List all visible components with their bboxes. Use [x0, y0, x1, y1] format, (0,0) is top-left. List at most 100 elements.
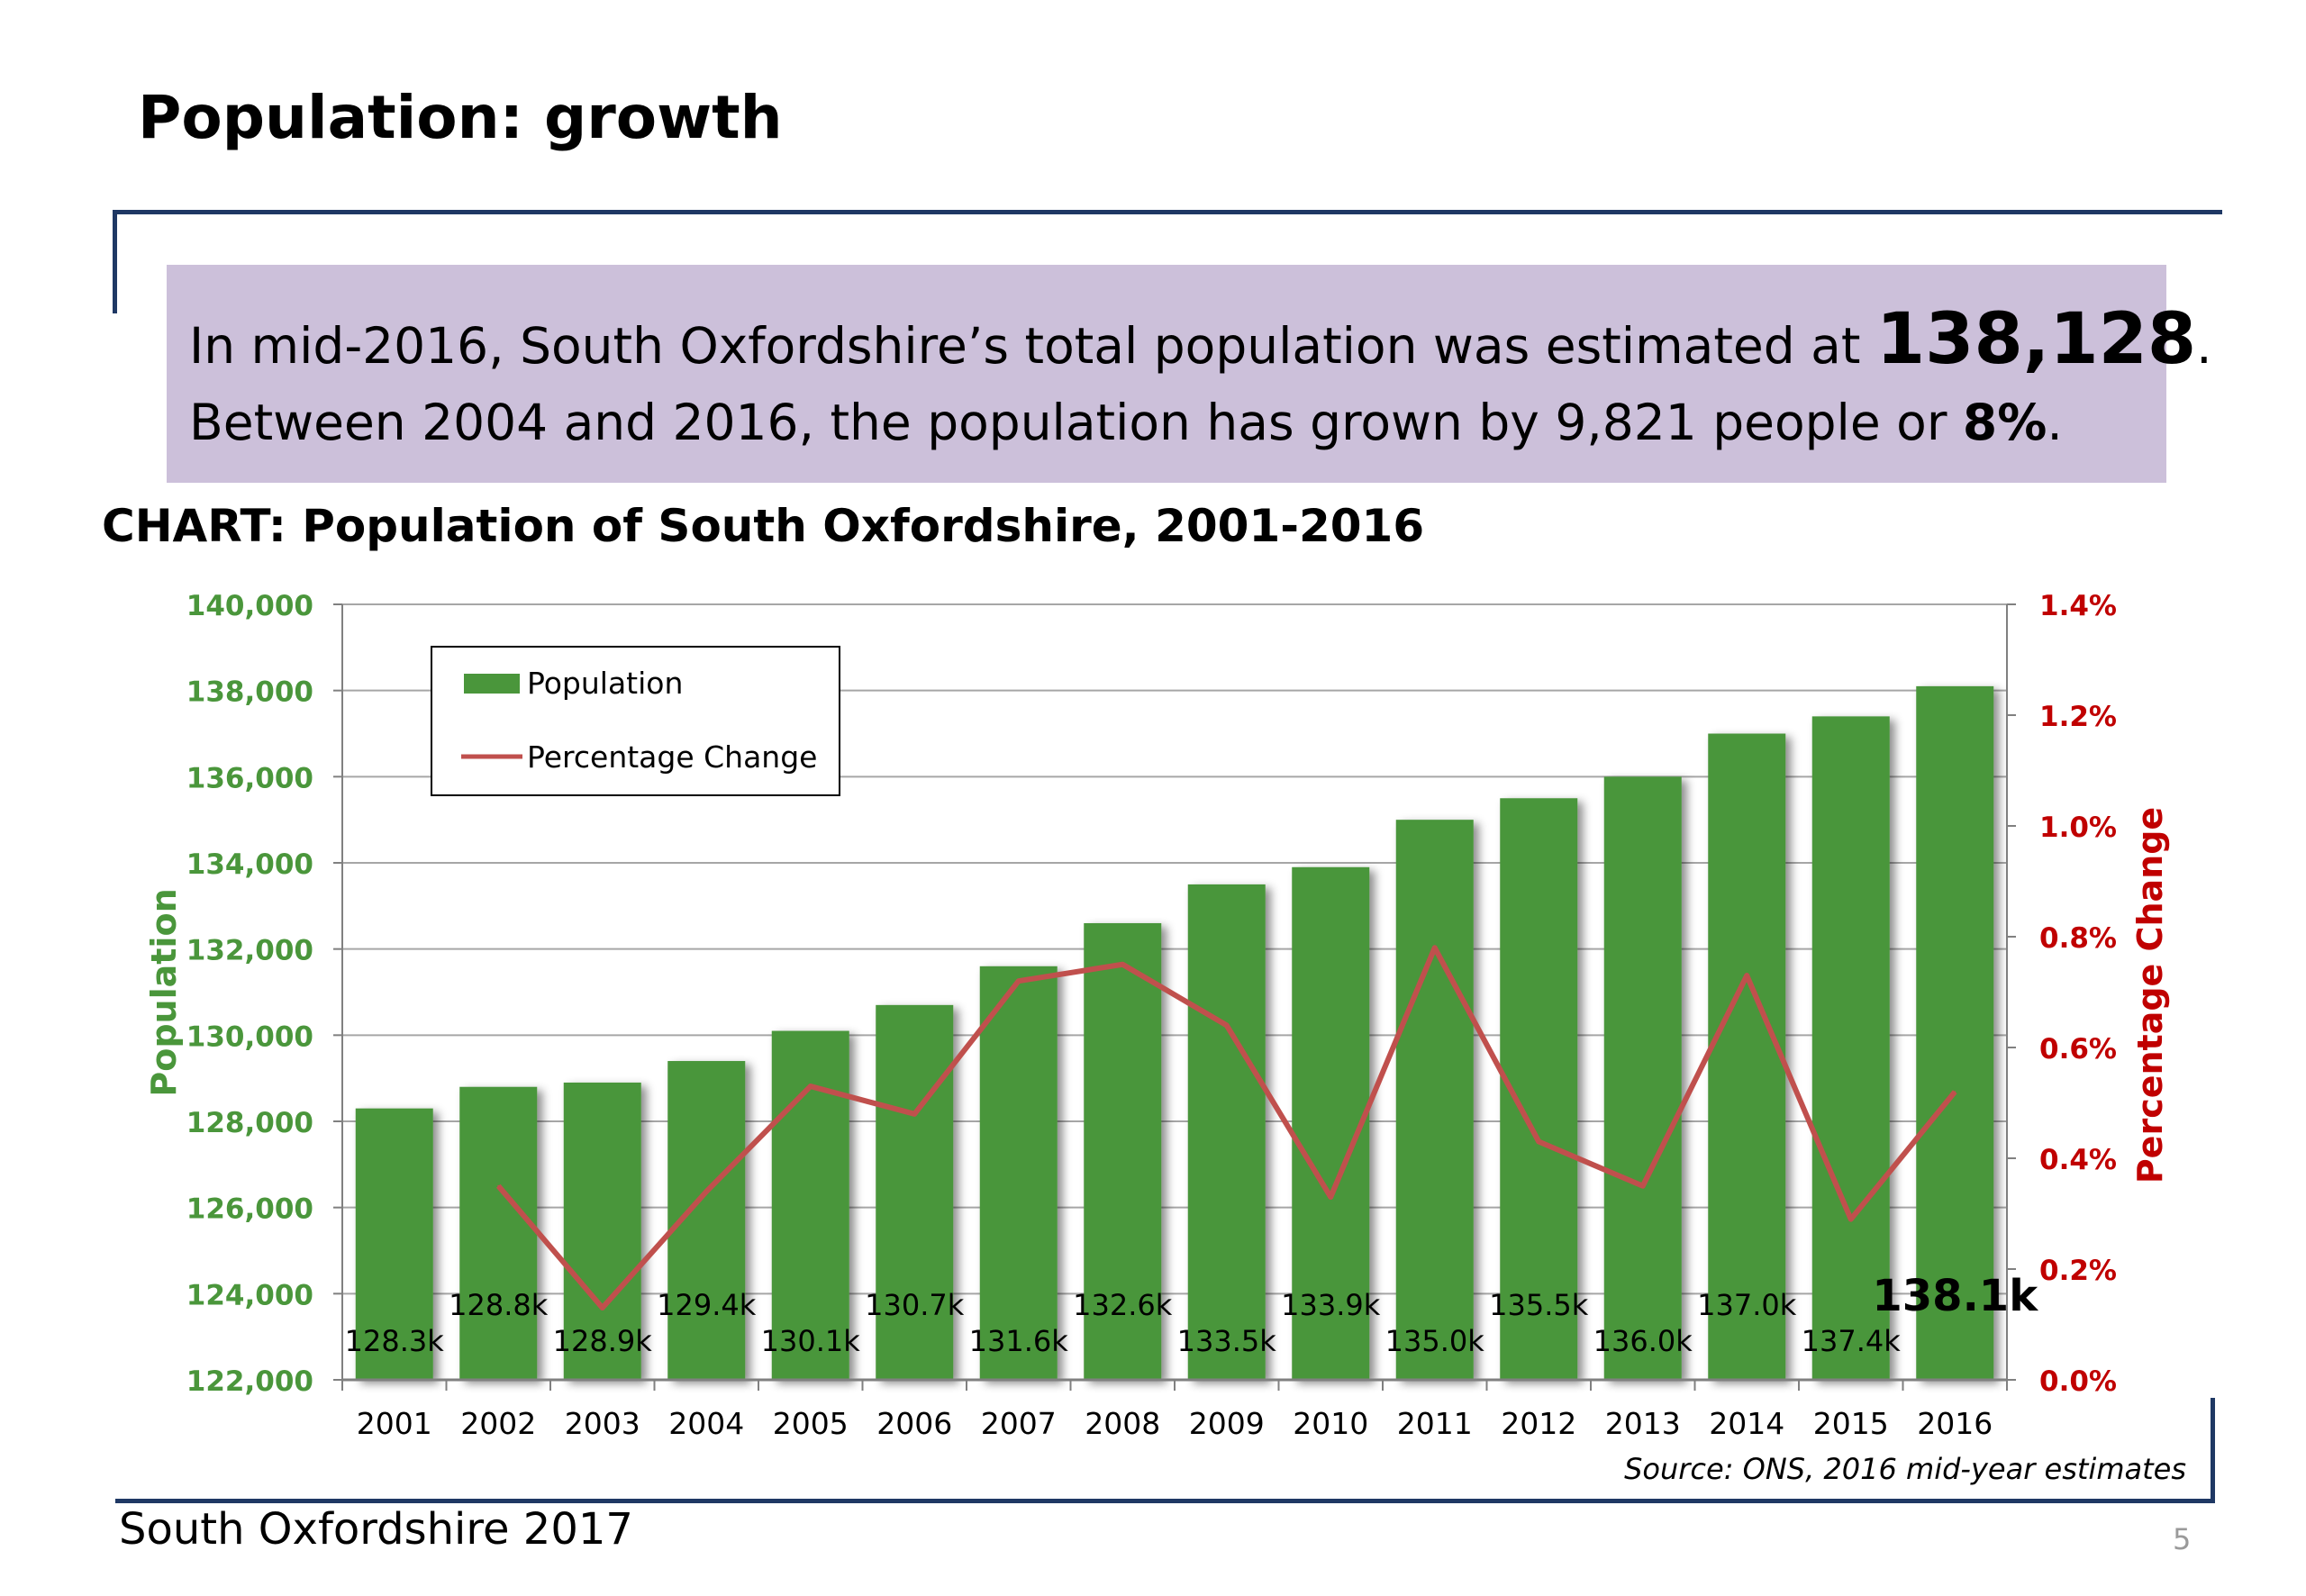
percentage-change-point — [1849, 1218, 1852, 1220]
legend-population-swatch — [464, 674, 520, 694]
left-rule — [113, 210, 117, 313]
y-tick-label: 128,000 — [186, 1107, 313, 1139]
population-bar — [1084, 922, 1162, 1380]
x-tick-label: 2012 — [1501, 1406, 1576, 1441]
percentage-change-point — [1538, 1140, 1540, 1143]
x-tick-label: 2011 — [1397, 1406, 1473, 1441]
population-bar — [459, 1086, 538, 1380]
bar-data-label: 137.4k — [1802, 1324, 1902, 1358]
bar-data-label: 128.8k — [449, 1288, 549, 1322]
bar-data-label: 135.5k — [1489, 1288, 1589, 1322]
y-tick-label: 134,000 — [186, 848, 313, 881]
legend-line-label: Percentage Change — [527, 739, 817, 775]
population-bar — [876, 1004, 954, 1380]
x-tick-label: 2003 — [565, 1406, 640, 1441]
percentage-change-point — [809, 1085, 812, 1088]
percentage-change-point — [1433, 947, 1436, 949]
summary-line-2-text: Between 2004 and 2016, the population ha… — [189, 394, 1963, 451]
x-tick-label: 2008 — [1085, 1406, 1160, 1441]
summary-line-1-text: In mid-2016, South Oxfordshire’s total p… — [189, 317, 1876, 375]
y-tick-label: 130,000 — [186, 1020, 313, 1053]
x-tick-label: 2013 — [1605, 1406, 1681, 1441]
bar-data-label: 132.6k — [1073, 1288, 1173, 1322]
y2-tick-label: 0.4% — [2039, 1144, 2117, 1176]
percentage-change-point — [1746, 975, 1748, 977]
footer-text: South Oxfordshire 2017 — [119, 1504, 633, 1555]
y2-tick-label: 0.6% — [2039, 1033, 2117, 1066]
y-tick-label: 126,000 — [186, 1193, 313, 1226]
bar-data-label: 131.6k — [969, 1324, 1069, 1358]
legend-population-label: Population — [527, 666, 683, 701]
population-bar — [563, 1082, 641, 1380]
source-note: Source: ONS, 2016 mid-year estimates — [1624, 1452, 2186, 1486]
bar-data-label: 136.0k — [1593, 1324, 1693, 1358]
population-bar — [1187, 884, 1266, 1380]
legend-box — [431, 646, 840, 796]
y-tick-label: 138,000 — [186, 676, 313, 709]
y-axis-title: Population — [144, 888, 184, 1096]
x-tick-label: 2005 — [773, 1406, 849, 1441]
top-rule — [113, 210, 2222, 214]
x-tick-label: 2001 — [357, 1406, 432, 1441]
y-tick-label: 140,000 — [186, 590, 313, 622]
growth-percent-figure: 8% — [1962, 394, 2047, 451]
x-tick-label: 2004 — [668, 1406, 744, 1441]
percentage-change-point — [601, 1307, 604, 1310]
summary-line-2-end: . — [2047, 394, 2063, 451]
x-tick-label: 2006 — [876, 1406, 952, 1441]
bar-data-label: 130.7k — [865, 1288, 965, 1322]
population-bar — [1708, 733, 1786, 1380]
bar-data-label: 138.1k — [1872, 1271, 2038, 1321]
total-population-figure: 138,128 — [1875, 299, 2197, 380]
population-bar — [1916, 685, 1994, 1380]
percentage-change-point — [1954, 1091, 1956, 1093]
percentage-change-point — [1225, 1024, 1228, 1027]
y-tick-label: 122,000 — [186, 1365, 313, 1398]
chart-heading: CHART: Population of South Oxfordshire, … — [102, 500, 1425, 552]
bar-data-label: 128.3k — [345, 1324, 445, 1358]
y2-tick-label: 0.0% — [2039, 1365, 2117, 1398]
y2-tick-label: 1.4% — [2039, 590, 2117, 622]
percentage-change-point — [705, 1190, 708, 1192]
population-bar — [1811, 716, 1890, 1380]
y2-tick-label: 0.8% — [2039, 922, 2117, 955]
y-tick-label: 136,000 — [186, 762, 313, 794]
x-tick-label: 2010 — [1293, 1406, 1368, 1441]
x-tick-label: 2007 — [981, 1406, 1057, 1441]
summary-line-2: Between 2004 and 2016, the population ha… — [189, 394, 2063, 451]
population-bar — [979, 966, 1058, 1380]
x-tick-label: 2014 — [1709, 1406, 1784, 1441]
bar-data-label: 128.9k — [553, 1324, 653, 1358]
x-tick-label: 2016 — [1917, 1406, 1993, 1441]
y2-tick-label: 0.2% — [2039, 1255, 2117, 1287]
x-tick-label: 2015 — [1813, 1406, 1889, 1441]
bar-data-label: 133.9k — [1281, 1288, 1381, 1322]
bar-data-label: 130.1k — [761, 1324, 861, 1358]
population-bar — [1603, 776, 1682, 1380]
population-bar — [1292, 866, 1370, 1380]
bar-data-label: 129.4k — [657, 1288, 757, 1322]
page-number: 5 — [2173, 1522, 2192, 1556]
y-tick-label: 124,000 — [186, 1279, 313, 1311]
y2-axis-title: Percentage Change — [2130, 807, 2170, 1183]
percentage-change-point — [913, 1112, 916, 1115]
population-bar — [355, 1108, 433, 1380]
percentage-change-point — [1641, 1184, 1644, 1187]
slide-title: Population: growth — [138, 83, 783, 152]
bar-data-label: 137.0k — [1697, 1288, 1797, 1322]
bottom-rule — [115, 1499, 2214, 1503]
bar-data-label: 133.5k — [1177, 1324, 1277, 1358]
y2-tick-label: 1.0% — [2039, 812, 2117, 844]
summary-line-1: In mid-2016, South Oxfordshire’s total p… — [189, 299, 2212, 380]
x-tick-label: 2009 — [1189, 1406, 1265, 1441]
population-bar — [1395, 820, 1474, 1380]
percentage-change-point — [1121, 963, 1124, 966]
y-tick-label: 132,000 — [186, 935, 313, 967]
y2-tick-label: 1.2% — [2039, 701, 2117, 733]
summary-line-1-end: . — [2196, 317, 2212, 375]
percentage-change-point — [1330, 1196, 1332, 1199]
percentage-change-point — [1017, 980, 1020, 983]
right-rule — [2211, 1398, 2215, 1503]
x-tick-label: 2002 — [460, 1406, 536, 1441]
